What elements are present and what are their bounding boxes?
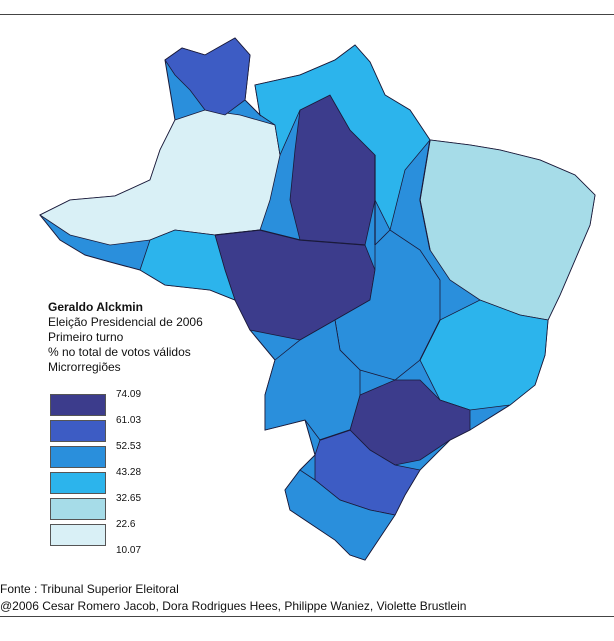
legend-swatch bbox=[50, 498, 106, 520]
state-borders bbox=[214, 139, 441, 441]
legend-swatch bbox=[50, 524, 106, 546]
region-amazonas bbox=[39, 109, 281, 246]
legend-swatch bbox=[50, 472, 106, 494]
footer-credit: @2006 Cesar Romero Jacob, Dora Rodrigues… bbox=[0, 599, 467, 613]
region-roraima bbox=[164, 37, 251, 116]
legend-candidate: Geraldo Alckmin bbox=[48, 300, 143, 314]
footer: Fonte : Tribunal Superior Eleitoral @200… bbox=[0, 581, 466, 615]
region-rondonia bbox=[139, 229, 236, 301]
region-south bbox=[314, 429, 421, 516]
legend-measure: % no total de votos válidos bbox=[48, 345, 191, 359]
legend-break-label: 74.09 bbox=[116, 389, 142, 400]
legend-break-label: 32.65 bbox=[116, 493, 142, 504]
region-rs bbox=[284, 469, 396, 561]
bottom-rule bbox=[0, 616, 614, 617]
footer-source: Fonte : Tribunal Superior Eleitoral bbox=[0, 582, 179, 596]
legend-break-label: 52.53 bbox=[116, 441, 142, 452]
legend-break-label: 10.07 bbox=[116, 545, 142, 556]
map-legend: Geraldo Alckmin Eleição Presidencial de … bbox=[48, 300, 203, 375]
legend-break-label: 22.6 bbox=[116, 519, 136, 530]
top-rule bbox=[0, 14, 614, 15]
legend-election: Eleição Presidencial de 2006 bbox=[48, 315, 203, 329]
legend-break-label: 43.28 bbox=[116, 467, 142, 478]
region-northeast bbox=[419, 139, 596, 321]
legend-break-label: 61.03 bbox=[116, 415, 142, 426]
legend-swatch bbox=[50, 394, 106, 416]
legend-unit: Microrregiões bbox=[48, 360, 121, 374]
legend-round: Primeiro turno bbox=[48, 330, 124, 344]
legend-swatch bbox=[50, 446, 106, 468]
legend-swatch bbox=[50, 420, 106, 442]
